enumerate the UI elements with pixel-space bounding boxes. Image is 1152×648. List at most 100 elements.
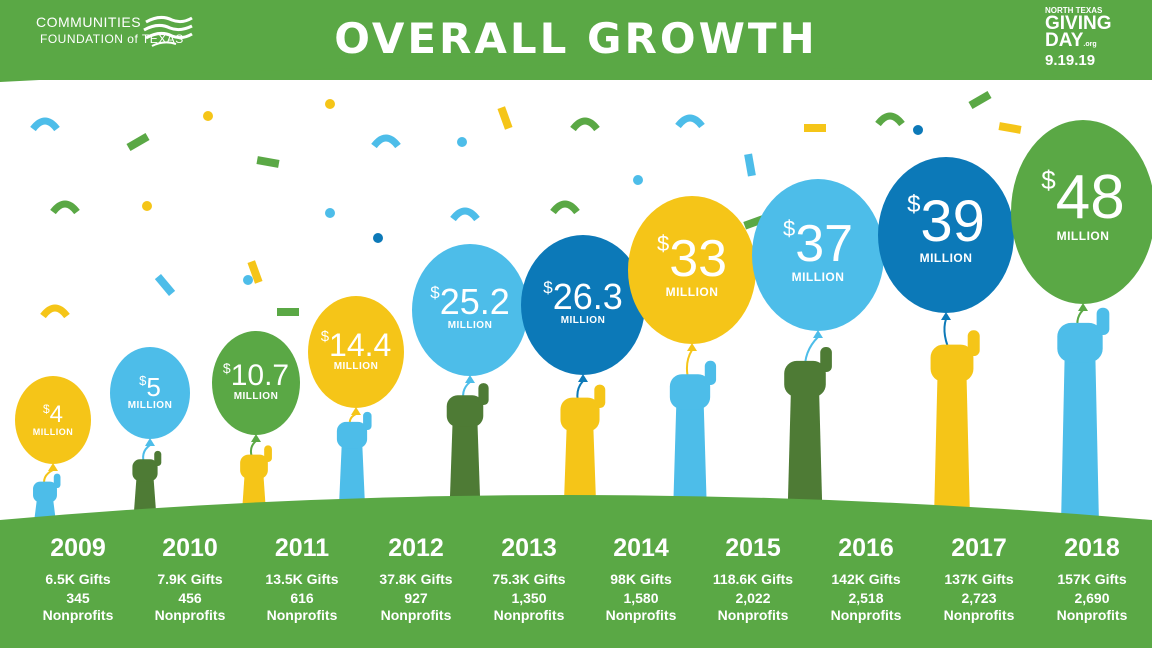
amount-value: 39 [920, 189, 985, 255]
giving-day-region: NORTH TEXAS [1045, 6, 1103, 15]
communities-foundation-logo: COMMUNITIES FOUNDATION of TEXAS [36, 14, 184, 46]
year: 2013 [501, 534, 557, 562]
giving-day-suffix: .org [1083, 41, 1097, 48]
nonprofits-label: Nonprofits [830, 607, 902, 623]
amount-unit: MILLION [32, 426, 74, 437]
gifts-count: 137K Gifts [944, 571, 1014, 587]
year: 2010 [162, 534, 218, 562]
year: 2018 [1064, 534, 1120, 562]
giving-day-word2: DAY.org [1045, 30, 1112, 53]
year-column-2012: 2012 37.8K Gifts 927 Nonprofits [360, 530, 472, 624]
confetti-dot [203, 111, 213, 121]
confetti-strip [744, 153, 756, 177]
nonprofits-count: 1,580 [623, 590, 659, 606]
header-curve [0, 56, 1152, 82]
currency-symbol: $ [430, 283, 440, 303]
year-column-2015: 2015 118.6K Gifts 2,022 Nonprofits [697, 530, 809, 624]
year: 2016 [838, 534, 894, 562]
confetti-curl [50, 200, 80, 215]
thumb [594, 384, 606, 408]
confetti-curl [550, 200, 580, 215]
confetti-dot [373, 233, 383, 243]
nonprofits-count: 2,518 [848, 590, 884, 606]
amount-unit: MILLION [791, 269, 845, 284]
amount-value: 37 [795, 214, 854, 273]
hand-icon [560, 397, 600, 432]
nonprofits-count: 1,350 [511, 590, 547, 606]
nonprofits-count: 2,723 [961, 590, 997, 606]
amount-unit: MILLION [127, 400, 173, 412]
hand-icon [446, 395, 484, 427]
confetti-dot [913, 125, 923, 135]
confetti-strip [154, 274, 176, 296]
balloon-label-2009: $4 MILLION [15, 401, 91, 438]
balloon-knot [1078, 303, 1088, 311]
gifts-count: 6.5K Gifts [45, 571, 111, 587]
gifts-count: 157K Gifts [1057, 571, 1127, 587]
thumb [478, 383, 489, 405]
balloon-label-2018: $48 MILLION [1011, 167, 1152, 244]
amount-value: 33 [669, 229, 728, 288]
year-column-2010: 2010 7.9K Gifts 456 Nonprofits [134, 530, 246, 624]
balloon-knot [251, 434, 261, 442]
balloon-label-2016: $37 MILLION [752, 214, 884, 284]
balloon [412, 244, 528, 376]
nonprofits-label: Nonprofits [717, 607, 789, 623]
currency-symbol: $ [543, 278, 553, 298]
nonprofits-label: Nonprofits [943, 607, 1015, 623]
balloon-knot [145, 438, 155, 446]
giving-day-logo: NORTH TEXAS GIVING DAY.org 9.19.19 [1045, 6, 1112, 69]
hand-icon [336, 421, 368, 449]
nonprofits-label: Nonprofits [493, 607, 565, 623]
arm [1060, 345, 1100, 530]
year-column-2013: 2013 75.3K Gifts 1,350 Nonprofits [473, 530, 585, 624]
confetti-dot [633, 175, 643, 185]
thumb [820, 347, 832, 372]
amount: $10.7 [212, 361, 300, 391]
currency-symbol: $ [656, 230, 670, 256]
thumb [967, 330, 980, 356]
gifts-count: 118.6K Gifts [712, 571, 794, 587]
currency-symbol: $ [42, 401, 50, 416]
confetti-dot [325, 208, 335, 218]
year-column-2016: 2016 142K Gifts 2,518 Nonprofits [810, 530, 922, 624]
balloon [752, 179, 884, 331]
confetti-strip [804, 124, 826, 132]
year-column-2009: 2009 6.5K Gifts 345 Nonprofits [22, 530, 134, 624]
amount: $48 [1011, 167, 1152, 229]
confetti-curl [371, 134, 401, 149]
thumb [154, 450, 162, 466]
confetti-curl [675, 114, 705, 129]
thumb [264, 445, 272, 462]
amount-value: 5 [146, 372, 161, 403]
hand-icon [33, 481, 57, 503]
arm [787, 382, 823, 530]
balloon-label-2012: $14.4 MILLION [308, 329, 404, 373]
amount-unit: MILLION [919, 251, 973, 266]
giving-day-day: DAY [1045, 30, 1084, 51]
confetti-curl [570, 117, 600, 132]
nonprofits-label: Nonprofits [1056, 607, 1128, 623]
hand-icon [669, 374, 711, 410]
balloon-knot [813, 330, 823, 338]
balloon [1011, 120, 1152, 304]
nonprofits-count: 616 [290, 590, 314, 606]
thumb [704, 360, 717, 385]
confetti-strip [998, 122, 1022, 134]
balloon [15, 376, 91, 464]
nonprofits-label: Nonprofits [266, 607, 338, 623]
nonprofits-label: Nonprofits [42, 607, 114, 623]
balloon-label-2011: $10.7 MILLION [212, 361, 300, 403]
gifts-count: 142K Gifts [831, 571, 901, 587]
nonprofits-count: 927 [404, 590, 428, 606]
confetti-strip [126, 133, 150, 151]
currency-symbol: $ [782, 215, 796, 241]
year-column-2017: 2017 137K Gifts 2,723 Nonprofits [923, 530, 1035, 624]
amount-value: 26.3 [552, 276, 623, 318]
confetti-curl [30, 117, 60, 132]
flag-icon [143, 15, 193, 47]
amount-value: 10.7 [230, 359, 290, 393]
confetti-dot [142, 201, 152, 211]
balloon-label-2017: $39 MILLION [878, 193, 1014, 266]
confetti-dot [243, 275, 253, 285]
